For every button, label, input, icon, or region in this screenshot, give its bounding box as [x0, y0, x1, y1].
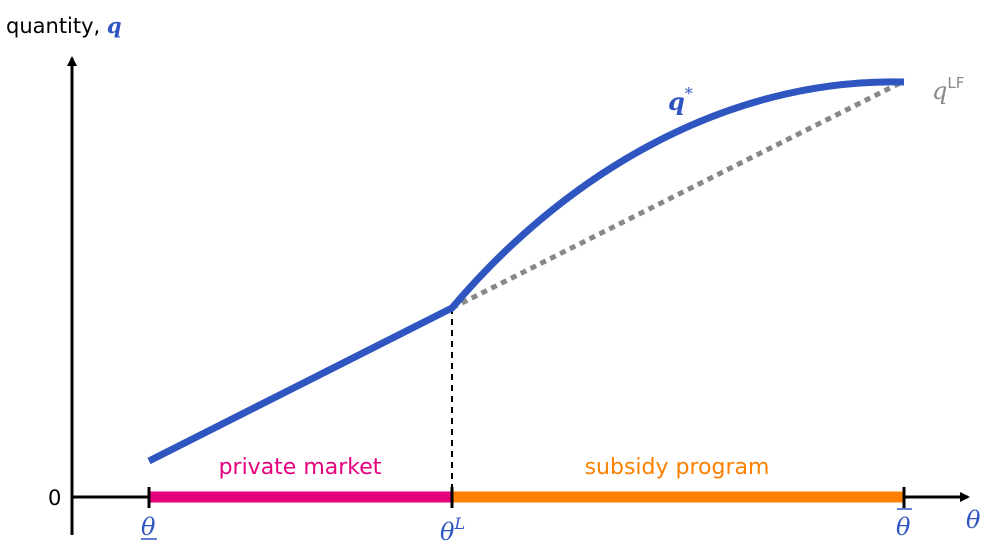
x-axis-label: θ — [966, 506, 981, 534]
q-lf-line — [450, 79, 904, 311]
y-axis-label-symbol: q — [107, 13, 122, 38]
theta-low-label: θ — [141, 513, 156, 541]
q-star-curve — [147, 78, 905, 465]
zero-label: 0 — [48, 486, 61, 510]
theta-L-label: θL — [440, 514, 465, 546]
subsidy-program-label: subsidy program — [585, 455, 770, 480]
private-market-label: private market — [219, 455, 382, 480]
q-lf-label: qLF — [932, 74, 964, 105]
q-star-label: q* — [668, 84, 693, 116]
y-axis-label: quantity, q — [6, 13, 122, 38]
theta-high-label: θ — [896, 513, 911, 541]
